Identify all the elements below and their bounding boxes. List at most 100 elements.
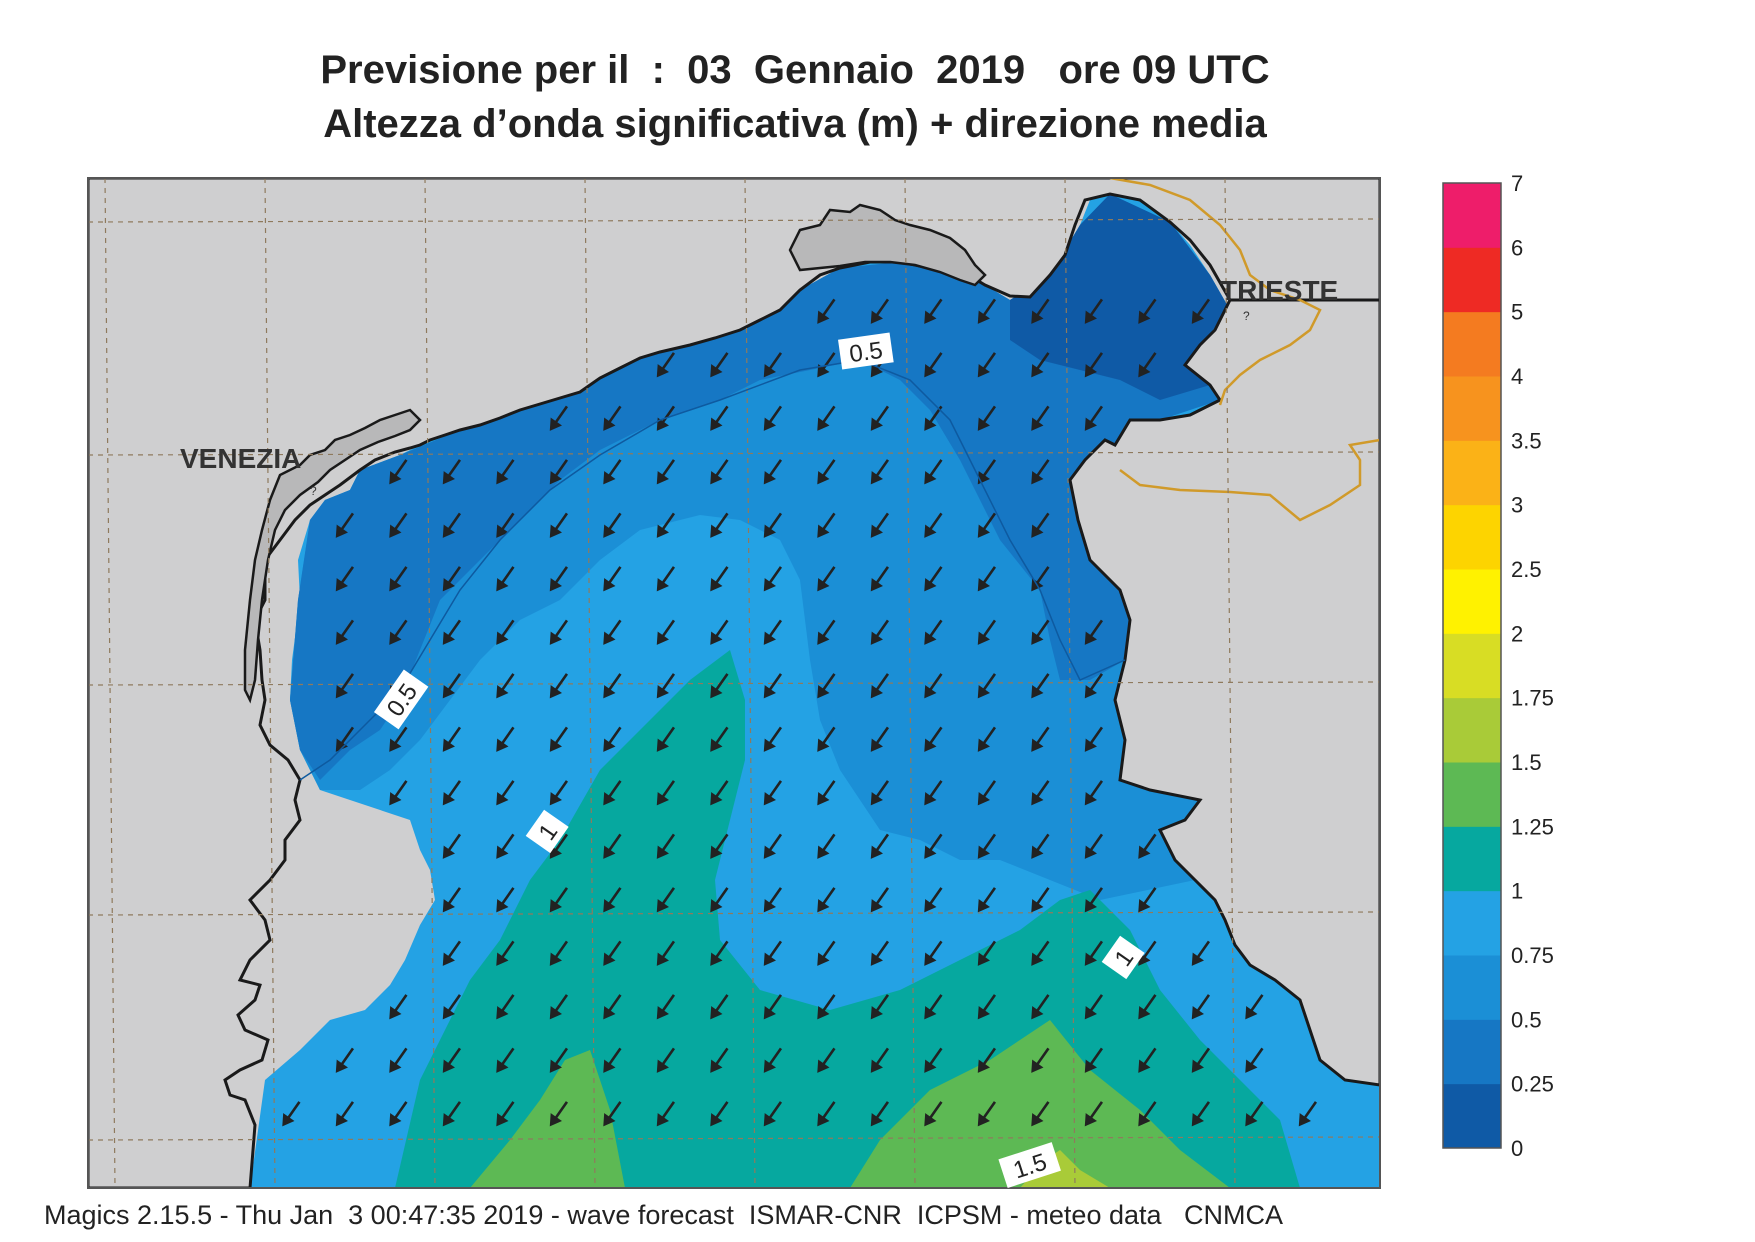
direction-arrow [710,512,729,538]
direction-arrow [817,566,836,592]
direction-arrow [763,566,783,592]
direction-arrow [496,673,515,699]
legend-swatch [1443,826,1501,892]
direction-arrow [924,619,943,645]
direction-arrow [1245,994,1264,1020]
direction-arrow [870,887,890,913]
direction-arrow [1138,833,1157,859]
direction-arrow [924,298,943,324]
direction-arrow [496,887,515,913]
direction-arrow [1084,298,1104,324]
direction-arrow [763,1047,783,1073]
direction-arrow [656,1101,676,1127]
direction-arrow [977,512,997,538]
direction-arrow [710,405,729,431]
legend-swatch [1443,762,1501,827]
direction-arrow [924,1047,943,1073]
legend-tick-label: 1 [1511,879,1523,904]
direction-arrow [656,619,676,645]
direction-arrow [817,994,836,1020]
direction-arrow [335,619,355,645]
direction-arrow [496,1101,515,1127]
direction-arrow [977,1101,997,1127]
direction-arrow [1031,459,1050,485]
direction-arrow [924,994,943,1020]
direction-arrow [710,780,729,806]
direction-arrow [442,994,462,1020]
direction-arrow [1084,1101,1104,1127]
color-legend: 0 0.25 0.5 0.75 1 1.25 1.5 1.75 2 2.5 3 3.5 4 5 6 7 [1442,171,1554,1161]
direction-arrow [977,780,997,806]
grid-meridian [904,178,916,1188]
direction-arrow [496,566,515,592]
contour-label: 0.5 [838,332,894,370]
direction-arrow [710,887,729,913]
contour-0-5 [299,359,1126,781]
direction-arrow [763,833,783,859]
direction-arrow [335,566,355,592]
direction-arrow [1031,994,1050,1020]
direction-arrow [1031,512,1050,538]
direction-arrow [335,512,355,538]
direction-arrows [282,298,1318,1127]
direction-arrow [1084,833,1104,859]
legend-tick-label: 2 [1511,621,1523,646]
direction-arrow [496,994,515,1020]
legend-tick-label: 1.5 [1511,750,1542,775]
direction-arrow [496,780,515,806]
direction-arrow [442,940,462,966]
grid-lines [88,178,1380,1188]
direction-arrow [817,1101,836,1127]
direction-arrow [710,1047,729,1073]
direction-arrow [763,940,783,966]
land-istria [1068,298,1380,1087]
direction-arrow [656,1047,676,1073]
direction-arrow [763,512,783,538]
contour-label: 1.5 [998,1142,1061,1188]
direction-arrow [1138,352,1157,378]
direction-arrow [1031,1047,1050,1073]
direction-arrow [603,459,622,485]
direction-arrow [870,459,890,485]
direction-arrow [977,619,997,645]
direction-arrow [977,833,997,859]
direction-arrow [977,352,997,378]
direction-arrow [603,833,622,859]
direction-arrow [924,673,943,699]
direction-arrow [603,673,622,699]
direction-arrow [389,1101,408,1127]
direction-arrow [1191,298,1211,324]
direction-arrow [549,405,569,431]
city-marker-trieste: ? [1243,309,1250,323]
direction-arrow [1084,619,1104,645]
direction-arrow [763,887,783,913]
direction-arrow [549,780,569,806]
direction-arrow [1031,619,1050,645]
direction-arrow [710,1101,729,1127]
wave-zone-deep-trieste [1010,194,1230,400]
grid-meridian [104,178,116,1188]
legend-swatch [1443,569,1501,634]
direction-arrow [870,1101,890,1127]
direction-arrow [549,1047,569,1073]
direction-arrow [977,1047,997,1073]
direction-arrow [389,994,408,1020]
direction-arrow [710,619,729,645]
direction-arrow [870,512,890,538]
direction-arrow [656,566,676,592]
legend-tick-label: 7 [1511,171,1523,196]
direction-arrow [870,780,890,806]
direction-arrow [1031,833,1050,859]
direction-arrow [924,1101,943,1127]
direction-arrow [924,459,943,485]
direction-arrow [496,459,515,485]
land-grado [788,203,987,287]
direction-arrow [924,887,943,913]
wave-zone-1-5 [1020,1150,1110,1188]
border-line [1109,178,1322,406]
direction-arrow [656,726,676,752]
legend-swatch [1443,311,1501,377]
direction-arrow [870,940,890,966]
contour-label: 1 [1101,935,1145,980]
direction-arrow [977,887,997,913]
